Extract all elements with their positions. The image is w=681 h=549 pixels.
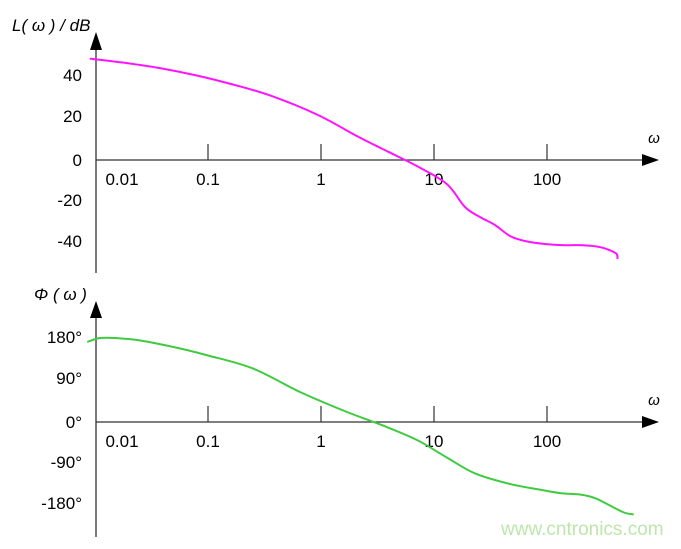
svg-text:180°: 180° — [47, 328, 82, 347]
svg-text:100: 100 — [533, 170, 561, 189]
svg-text:40: 40 — [63, 66, 82, 85]
svg-text:1: 1 — [316, 432, 325, 451]
svg-text:-90°: -90° — [51, 453, 82, 472]
svg-text:Φ ( ω ): Φ ( ω ) — [34, 285, 87, 304]
svg-text:0.01: 0.01 — [105, 170, 138, 189]
svg-text:ω: ω — [648, 130, 660, 147]
svg-text:90°: 90° — [56, 369, 82, 388]
svg-text:20: 20 — [63, 107, 82, 126]
svg-text:0: 0 — [73, 151, 82, 170]
svg-text:0°: 0° — [66, 413, 82, 432]
svg-text:0.1: 0.1 — [196, 432, 220, 451]
svg-text:0.1: 0.1 — [196, 170, 220, 189]
svg-text:www.cntronics.com: www.cntronics.com — [500, 519, 664, 540]
svg-text:1: 1 — [316, 170, 325, 189]
svg-text:-20: -20 — [57, 191, 82, 210]
svg-text:100: 100 — [533, 432, 561, 451]
svg-text:10: 10 — [425, 432, 444, 451]
svg-text:ω: ω — [648, 392, 660, 409]
svg-text:-40: -40 — [57, 232, 82, 251]
svg-text:-180°: -180° — [41, 494, 82, 513]
svg-text:L( ω ) / dB: L( ω ) / dB — [12, 16, 90, 35]
svg-text:0.01: 0.01 — [105, 432, 138, 451]
